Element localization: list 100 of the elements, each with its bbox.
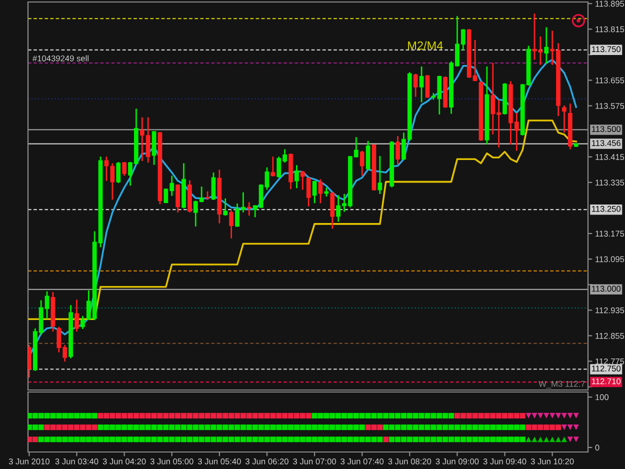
point	[80, 424, 86, 430]
point	[406, 412, 412, 418]
annotation: M2/M4	[408, 41, 443, 50]
ref-line-label: 113.250	[592, 206, 621, 212]
point	[192, 412, 198, 418]
point	[538, 436, 544, 442]
y-tick-label: 112.855	[596, 332, 624, 339]
candlestick	[562, 104, 566, 134]
point	[133, 412, 139, 418]
point	[383, 412, 389, 418]
point	[490, 412, 496, 418]
point	[526, 436, 532, 442]
point	[567, 436, 573, 442]
point	[567, 424, 573, 430]
point	[210, 412, 216, 418]
point	[556, 424, 562, 430]
ref-line-label: 112.750	[592, 366, 621, 372]
ref-line-label: 113.750	[592, 46, 621, 52]
point	[424, 412, 430, 418]
point	[389, 412, 395, 418]
point	[32, 436, 38, 442]
point	[472, 412, 478, 418]
point	[145, 412, 151, 418]
point	[442, 412, 448, 418]
x-tick-label: 3 Jun 09:40	[483, 458, 526, 464]
point	[186, 412, 192, 418]
point	[526, 424, 532, 430]
candlestick	[28, 344, 32, 378]
point	[502, 412, 508, 418]
point	[92, 424, 98, 430]
point	[110, 412, 116, 418]
point	[556, 436, 562, 442]
point	[514, 412, 520, 418]
point	[347, 412, 353, 418]
candlestick	[413, 73, 418, 98]
y-tick-label: 113.895	[596, 0, 624, 7]
point	[526, 412, 532, 418]
candlestick	[122, 161, 127, 176]
point	[478, 412, 484, 418]
point	[32, 412, 38, 418]
x-tick-label: 3 Jun 08:20	[388, 458, 432, 464]
point	[216, 412, 222, 418]
point	[169, 412, 175, 418]
point	[44, 412, 50, 418]
point	[496, 412, 502, 418]
candlestick	[246, 202, 252, 216]
point	[436, 412, 442, 418]
point	[538, 412, 544, 418]
candlestick	[176, 184, 180, 214]
candlestick	[419, 66, 424, 103]
point	[246, 412, 252, 418]
candlestick	[294, 164, 299, 189]
point	[400, 412, 406, 418]
point	[180, 412, 187, 418]
point	[365, 424, 371, 430]
x-tick-label: 3 Jun 07:40	[340, 458, 384, 464]
candlestick	[318, 178, 323, 204]
ref-line-label: 113.500	[592, 126, 621, 132]
y-tick-label: 0	[595, 444, 600, 451]
x-tick-label: 3 Jun 09:00	[436, 458, 479, 464]
annotation: W_M3 112.7	[538, 380, 585, 388]
point	[312, 412, 318, 418]
y-tick-label: 113.575	[596, 102, 624, 109]
point	[92, 412, 98, 418]
candlestick	[330, 192, 335, 230]
point	[38, 412, 44, 418]
x-tick-label: 3 Jun 07:00	[293, 458, 336, 464]
point	[228, 412, 234, 418]
x-tick-label: 3 Jun 04:20	[102, 458, 146, 464]
point	[252, 412, 258, 418]
point	[336, 412, 342, 418]
point	[104, 412, 110, 418]
point	[550, 424, 556, 430]
point	[324, 412, 330, 418]
candlestick	[152, 130, 156, 166]
point	[460, 412, 466, 418]
point	[330, 412, 336, 418]
y-tick-label: 113.335	[596, 180, 624, 186]
point	[341, 412, 348, 418]
x-tick-label: 3 Jun 10:20	[530, 458, 574, 464]
y-tick-label: 113.175	[596, 230, 624, 237]
point	[567, 412, 573, 418]
point	[282, 412, 288, 418]
point	[204, 412, 210, 418]
candlestick	[80, 315, 85, 330]
point	[62, 412, 68, 418]
point	[56, 424, 62, 430]
candlestick	[264, 166, 270, 190]
point	[294, 412, 300, 418]
point	[44, 424, 50, 430]
point	[86, 412, 92, 418]
point	[139, 412, 145, 418]
candlestick	[270, 156, 276, 178]
point	[74, 424, 80, 430]
point	[394, 412, 401, 418]
point	[306, 412, 312, 418]
point	[371, 412, 377, 418]
point	[508, 412, 514, 418]
point	[270, 412, 276, 418]
point	[371, 424, 377, 430]
